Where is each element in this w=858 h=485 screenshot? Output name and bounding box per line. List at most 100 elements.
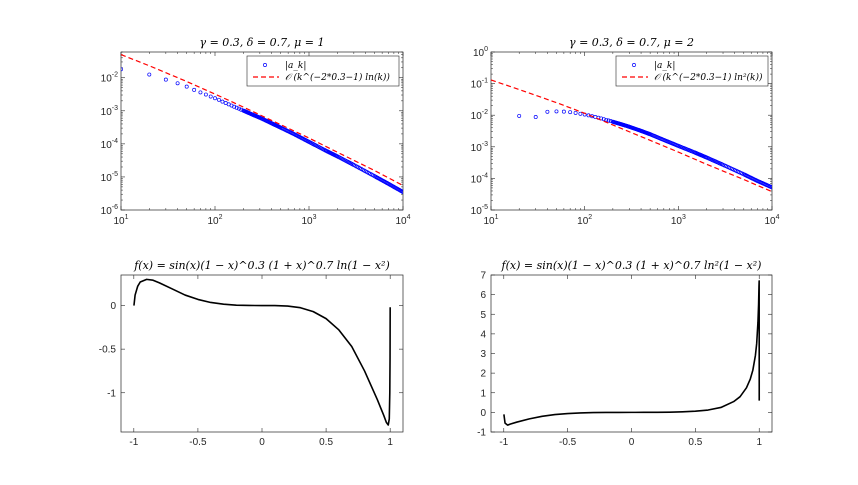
x-tick-label: 0.5 bbox=[319, 437, 333, 448]
legend-marker bbox=[632, 63, 636, 67]
y-tick-label: 4 bbox=[480, 329, 486, 340]
legend-label: 𝒪 (k^(−2*0.3−1) ln²(k)) bbox=[654, 72, 763, 83]
y-tick-label: 0 bbox=[480, 408, 486, 419]
legend-label: 𝒪 (k^(−2*0.3−1) ln(k)) bbox=[285, 72, 390, 83]
data-point bbox=[220, 99, 225, 104]
data-point bbox=[163, 77, 168, 82]
y-tick-label: 10-2 bbox=[101, 72, 118, 85]
data-point bbox=[703, 155, 708, 160]
x-tick-label: -0.5 bbox=[189, 437, 207, 448]
x-tick-label: 0.5 bbox=[688, 437, 702, 448]
plot-area bbox=[503, 280, 761, 426]
y-tick-label: 5 bbox=[480, 310, 486, 321]
y-tick-label: 10-4 bbox=[471, 172, 488, 185]
legend: |a_k|𝒪 (k^(−2*0.3−1) ln²(k)) bbox=[615, 55, 769, 87]
y-tick-label: 6 bbox=[480, 290, 486, 301]
data-point bbox=[561, 109, 566, 114]
y-tick-label: 10-4 bbox=[101, 138, 118, 151]
x-tick-label: 102 bbox=[207, 214, 222, 227]
data-point bbox=[184, 84, 189, 89]
y-tick-label: 10-6 bbox=[101, 204, 118, 217]
data-point bbox=[533, 115, 538, 119]
axes-box bbox=[120, 274, 404, 433]
function-curve bbox=[133, 278, 391, 426]
y-tick-label: -1 bbox=[107, 388, 116, 399]
data-point bbox=[770, 185, 772, 190]
x-tick-label: -1 bbox=[129, 437, 138, 448]
data-point bbox=[754, 178, 759, 183]
y-tick-label: 2 bbox=[480, 369, 486, 380]
data-point bbox=[121, 67, 123, 72]
data-point bbox=[573, 110, 578, 115]
chart-panel-3: -1 -0.5 0 0.5 1 -1 -0.5 0 f(x) = sin(x)(1 − x)^0… bbox=[99, 259, 404, 448]
data-point bbox=[675, 143, 680, 148]
function-curve bbox=[503, 280, 761, 426]
data-point bbox=[198, 90, 203, 95]
x-tick-label: 103 bbox=[671, 214, 686, 227]
y-tick-label: 10-3 bbox=[471, 141, 488, 154]
legend-box bbox=[615, 55, 769, 87]
y-tick-label: 10-1 bbox=[471, 78, 488, 91]
chart-panel-1: 101 102 103 104 10-6 10-5 10-4 10-3 10-2 γ = 0.3,… bbox=[101, 36, 411, 227]
data-point bbox=[400, 189, 403, 194]
data-point bbox=[147, 72, 152, 77]
axes-box bbox=[490, 51, 773, 211]
y-tick-label: -0.5 bbox=[99, 345, 117, 356]
plot-area bbox=[491, 79, 772, 193]
chart-title: f(x) = sin(x)(1 − x)^0.3 (1 + x)^0.7 ln(… bbox=[133, 259, 390, 272]
y-tick-label: 10-2 bbox=[471, 109, 488, 122]
data-point bbox=[599, 116, 604, 121]
x-tick-label: 101 bbox=[113, 214, 128, 227]
legend: |a_k|𝒪 (k^(−2*0.3−1) ln(k)) bbox=[246, 55, 400, 87]
data-point bbox=[554, 109, 559, 114]
chart-title: γ = 0.3, δ = 0.7, μ = 2 bbox=[569, 36, 694, 49]
x-tick-label: -1 bbox=[499, 437, 508, 448]
x-tick-label: 104 bbox=[395, 214, 410, 227]
data-point bbox=[175, 81, 180, 86]
y-tick-label: 1 bbox=[480, 388, 486, 399]
x-tick-label: 1 bbox=[756, 437, 762, 448]
axes-box bbox=[120, 51, 404, 211]
data-point bbox=[385, 181, 390, 186]
series-markers bbox=[517, 109, 772, 190]
data-point bbox=[769, 184, 772, 189]
data-point bbox=[192, 87, 197, 92]
data-point bbox=[234, 105, 239, 110]
x-tick-label: -0.5 bbox=[559, 437, 577, 448]
data-point bbox=[517, 113, 522, 118]
x-tick-label: 103 bbox=[301, 214, 316, 227]
legend-label: |a_k| bbox=[285, 61, 306, 71]
y-tick-label: 10-5 bbox=[101, 171, 118, 184]
data-point bbox=[545, 109, 550, 114]
x-tick-label: 102 bbox=[577, 214, 592, 227]
x-tick-label: 1 bbox=[387, 437, 393, 448]
chart-title: f(x) = sin(x)(1 − x)^0.3 (1 + x)^0.7 ln²… bbox=[501, 259, 762, 272]
chart-panel-2: 101 102 103 104 10-5 10-4 10-3 10-2 10-1 100 γ = 0… bbox=[471, 36, 780, 227]
chart-title: γ = 0.3, δ = 0.7, μ = 1 bbox=[200, 36, 325, 49]
data-point bbox=[203, 92, 208, 97]
x-tick-label: 0 bbox=[259, 437, 265, 448]
plot-area bbox=[133, 278, 391, 426]
chart-panel-4: -1 -0.5 0 0.5 1 -1 0 1 2 3 4 5 6 7 f(x) = sin(x)(1 − x… bbox=[477, 259, 773, 448]
y-tick-label: 100 bbox=[473, 46, 488, 59]
y-tick-label: 7 bbox=[480, 271, 486, 282]
series-markers bbox=[121, 67, 403, 194]
data-point bbox=[606, 118, 611, 123]
x-tick-label: 0 bbox=[629, 437, 635, 448]
data-point bbox=[568, 110, 573, 115]
data-point bbox=[604, 117, 609, 122]
y-tick-label: 0 bbox=[110, 301, 116, 312]
data-point bbox=[216, 97, 221, 102]
data-point bbox=[601, 117, 606, 122]
y-tick-label: 10-3 bbox=[101, 105, 118, 118]
legend-box bbox=[246, 55, 400, 87]
x-tick-label: 101 bbox=[483, 214, 498, 227]
legend-marker bbox=[263, 63, 267, 67]
data-point bbox=[237, 106, 241, 111]
axes-box bbox=[490, 274, 773, 433]
data-point bbox=[291, 131, 296, 136]
data-point bbox=[208, 94, 213, 99]
x-tick-label: 104 bbox=[764, 214, 779, 227]
reference-curve bbox=[491, 79, 772, 193]
